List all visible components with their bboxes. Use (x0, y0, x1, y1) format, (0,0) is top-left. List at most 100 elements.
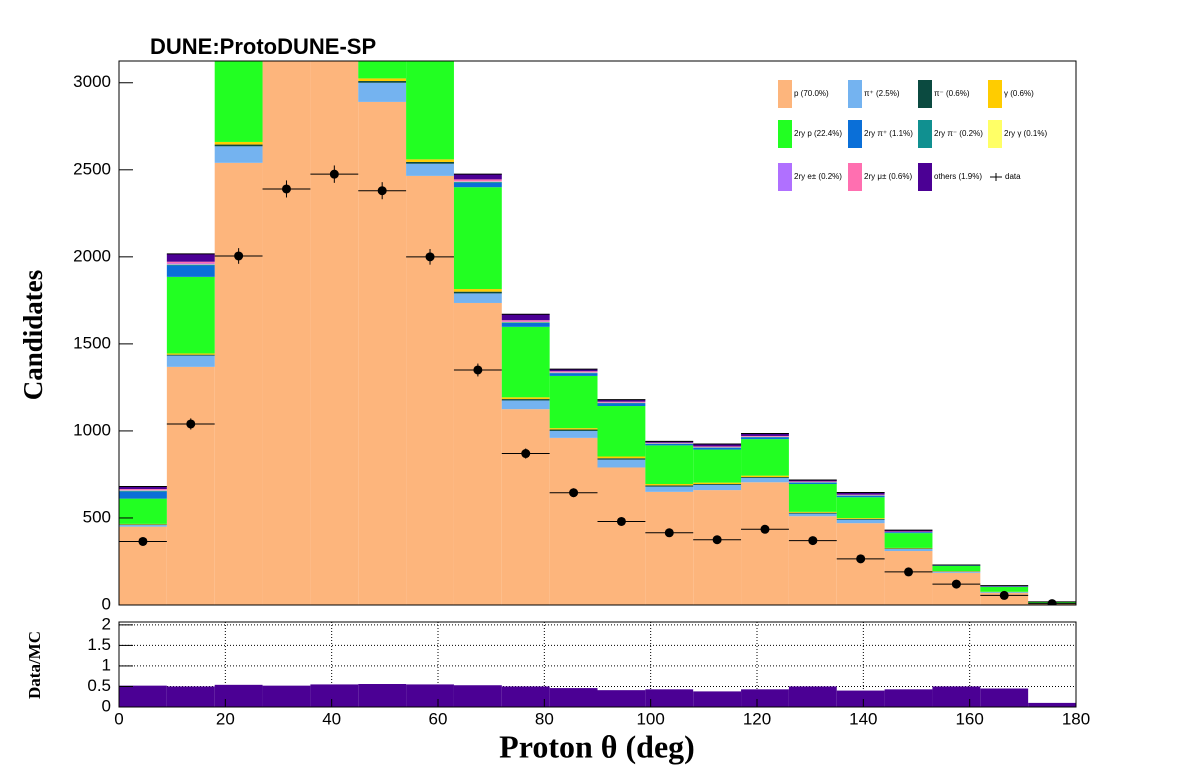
data-point (138, 536, 148, 546)
data-point (808, 536, 818, 546)
bar-segment (406, 159, 454, 162)
bar-segment (358, 101, 407, 605)
bar-segment (501, 409, 550, 605)
bar-segment (884, 551, 933, 605)
ratio-bar (836, 690, 885, 707)
legend-label: 2ry π⁻ (0.2%) (934, 129, 983, 138)
x-tick-label: 180 (1062, 709, 1090, 728)
bar-segment (741, 477, 789, 483)
bar-segment (884, 547, 933, 549)
legend-swatch (848, 163, 862, 191)
legend-swatch (918, 120, 932, 148)
legend-swatch (848, 80, 862, 108)
main-plot (119, 61, 1076, 605)
ratio-bar (406, 684, 454, 707)
bar-segment (453, 182, 502, 188)
x-tick-label: 20 (216, 709, 235, 728)
ratio-bar (119, 685, 167, 707)
x-tick-label: 140 (849, 709, 877, 728)
legend-swatch (778, 120, 792, 148)
bar-segment (549, 437, 598, 605)
x-tick-label: 80 (535, 709, 554, 728)
bar-segment (597, 406, 646, 457)
y-tick-label: 2500 (73, 159, 111, 178)
legend-swatch (778, 163, 792, 191)
x-tick-label: 40 (322, 709, 341, 728)
legend-swatch (918, 80, 932, 108)
ratio-plot (118, 622, 1077, 708)
bar-segment (406, 61, 454, 160)
x-tick-label: 160 (955, 709, 983, 728)
bar-segment (310, 61, 359, 605)
bar-segment (214, 61, 263, 142)
y-axis-label: Candidates (18, 270, 48, 401)
data-point (521, 449, 531, 459)
bar-segment (884, 548, 933, 549)
bar-segment (645, 443, 694, 446)
bar-segment (501, 326, 550, 398)
bar-segment (406, 163, 454, 176)
bar-segment (214, 144, 263, 147)
bar-segment (932, 565, 981, 572)
data-point (664, 528, 674, 538)
data-point (760, 524, 770, 534)
bar-segment (119, 489, 167, 491)
y-tick-label: 1 (102, 655, 111, 674)
legend-swatch (778, 80, 792, 108)
ratio-bar (788, 686, 837, 707)
bar-segment (549, 369, 598, 372)
legend-swatch (988, 120, 1002, 148)
legend-label: 2ry μ± (0.6%) (864, 172, 912, 181)
bar-segment (597, 402, 646, 404)
bar-segment (453, 289, 502, 292)
y-tick-label: 1500 (73, 333, 111, 352)
y-tick-label: 1000 (73, 420, 111, 439)
bar-segment (549, 428, 598, 430)
bar-segment (166, 261, 215, 264)
x-axis-label: Proton θ (deg) (499, 728, 695, 764)
y-tick-label: 0.5 (87, 676, 111, 695)
bar-segment (597, 459, 646, 468)
bar-segment (836, 523, 885, 605)
bar-segment (693, 484, 742, 491)
bar-segment (788, 513, 837, 517)
bar-segment (549, 372, 598, 374)
bar-segment (453, 179, 502, 182)
bar-segment (501, 322, 550, 323)
legend-swatch (848, 120, 862, 148)
ratio-bar (597, 690, 646, 707)
bar-segment (693, 490, 742, 605)
bar-segment (645, 484, 694, 486)
chart-title: DUNE:ProtoDUNE-SP (150, 34, 376, 59)
bar-segment (119, 524, 167, 525)
bar-segment (453, 291, 502, 294)
data-point (473, 365, 483, 375)
bar-segment (693, 447, 742, 450)
bar-segment (166, 354, 215, 356)
bar-segment (549, 375, 598, 429)
bar-segment (741, 477, 789, 478)
bar-segment (741, 433, 789, 436)
bar-segment (119, 498, 167, 524)
legend-swatch (988, 80, 1002, 108)
ratio-bar (741, 689, 789, 707)
bar-segment (166, 263, 215, 265)
bar-segment (645, 485, 694, 487)
bar-segment (788, 511, 837, 513)
legend-label: π⁻ (0.6%) (934, 89, 970, 98)
bar-segment (119, 524, 167, 527)
bar-segment (597, 399, 646, 402)
ratio-bar (501, 686, 550, 707)
bar-segment (836, 518, 885, 520)
bar-segment (166, 265, 215, 277)
bar-segment (788, 481, 837, 482)
ratio-frame (118, 621, 1077, 708)
bar-segment (645, 445, 694, 485)
bar-segment (501, 399, 550, 401)
ratio-bar (549, 688, 598, 707)
bar-segment (358, 61, 407, 79)
bar-segment (836, 494, 885, 496)
bar-segment (358, 82, 407, 102)
bar-segment (453, 181, 502, 182)
